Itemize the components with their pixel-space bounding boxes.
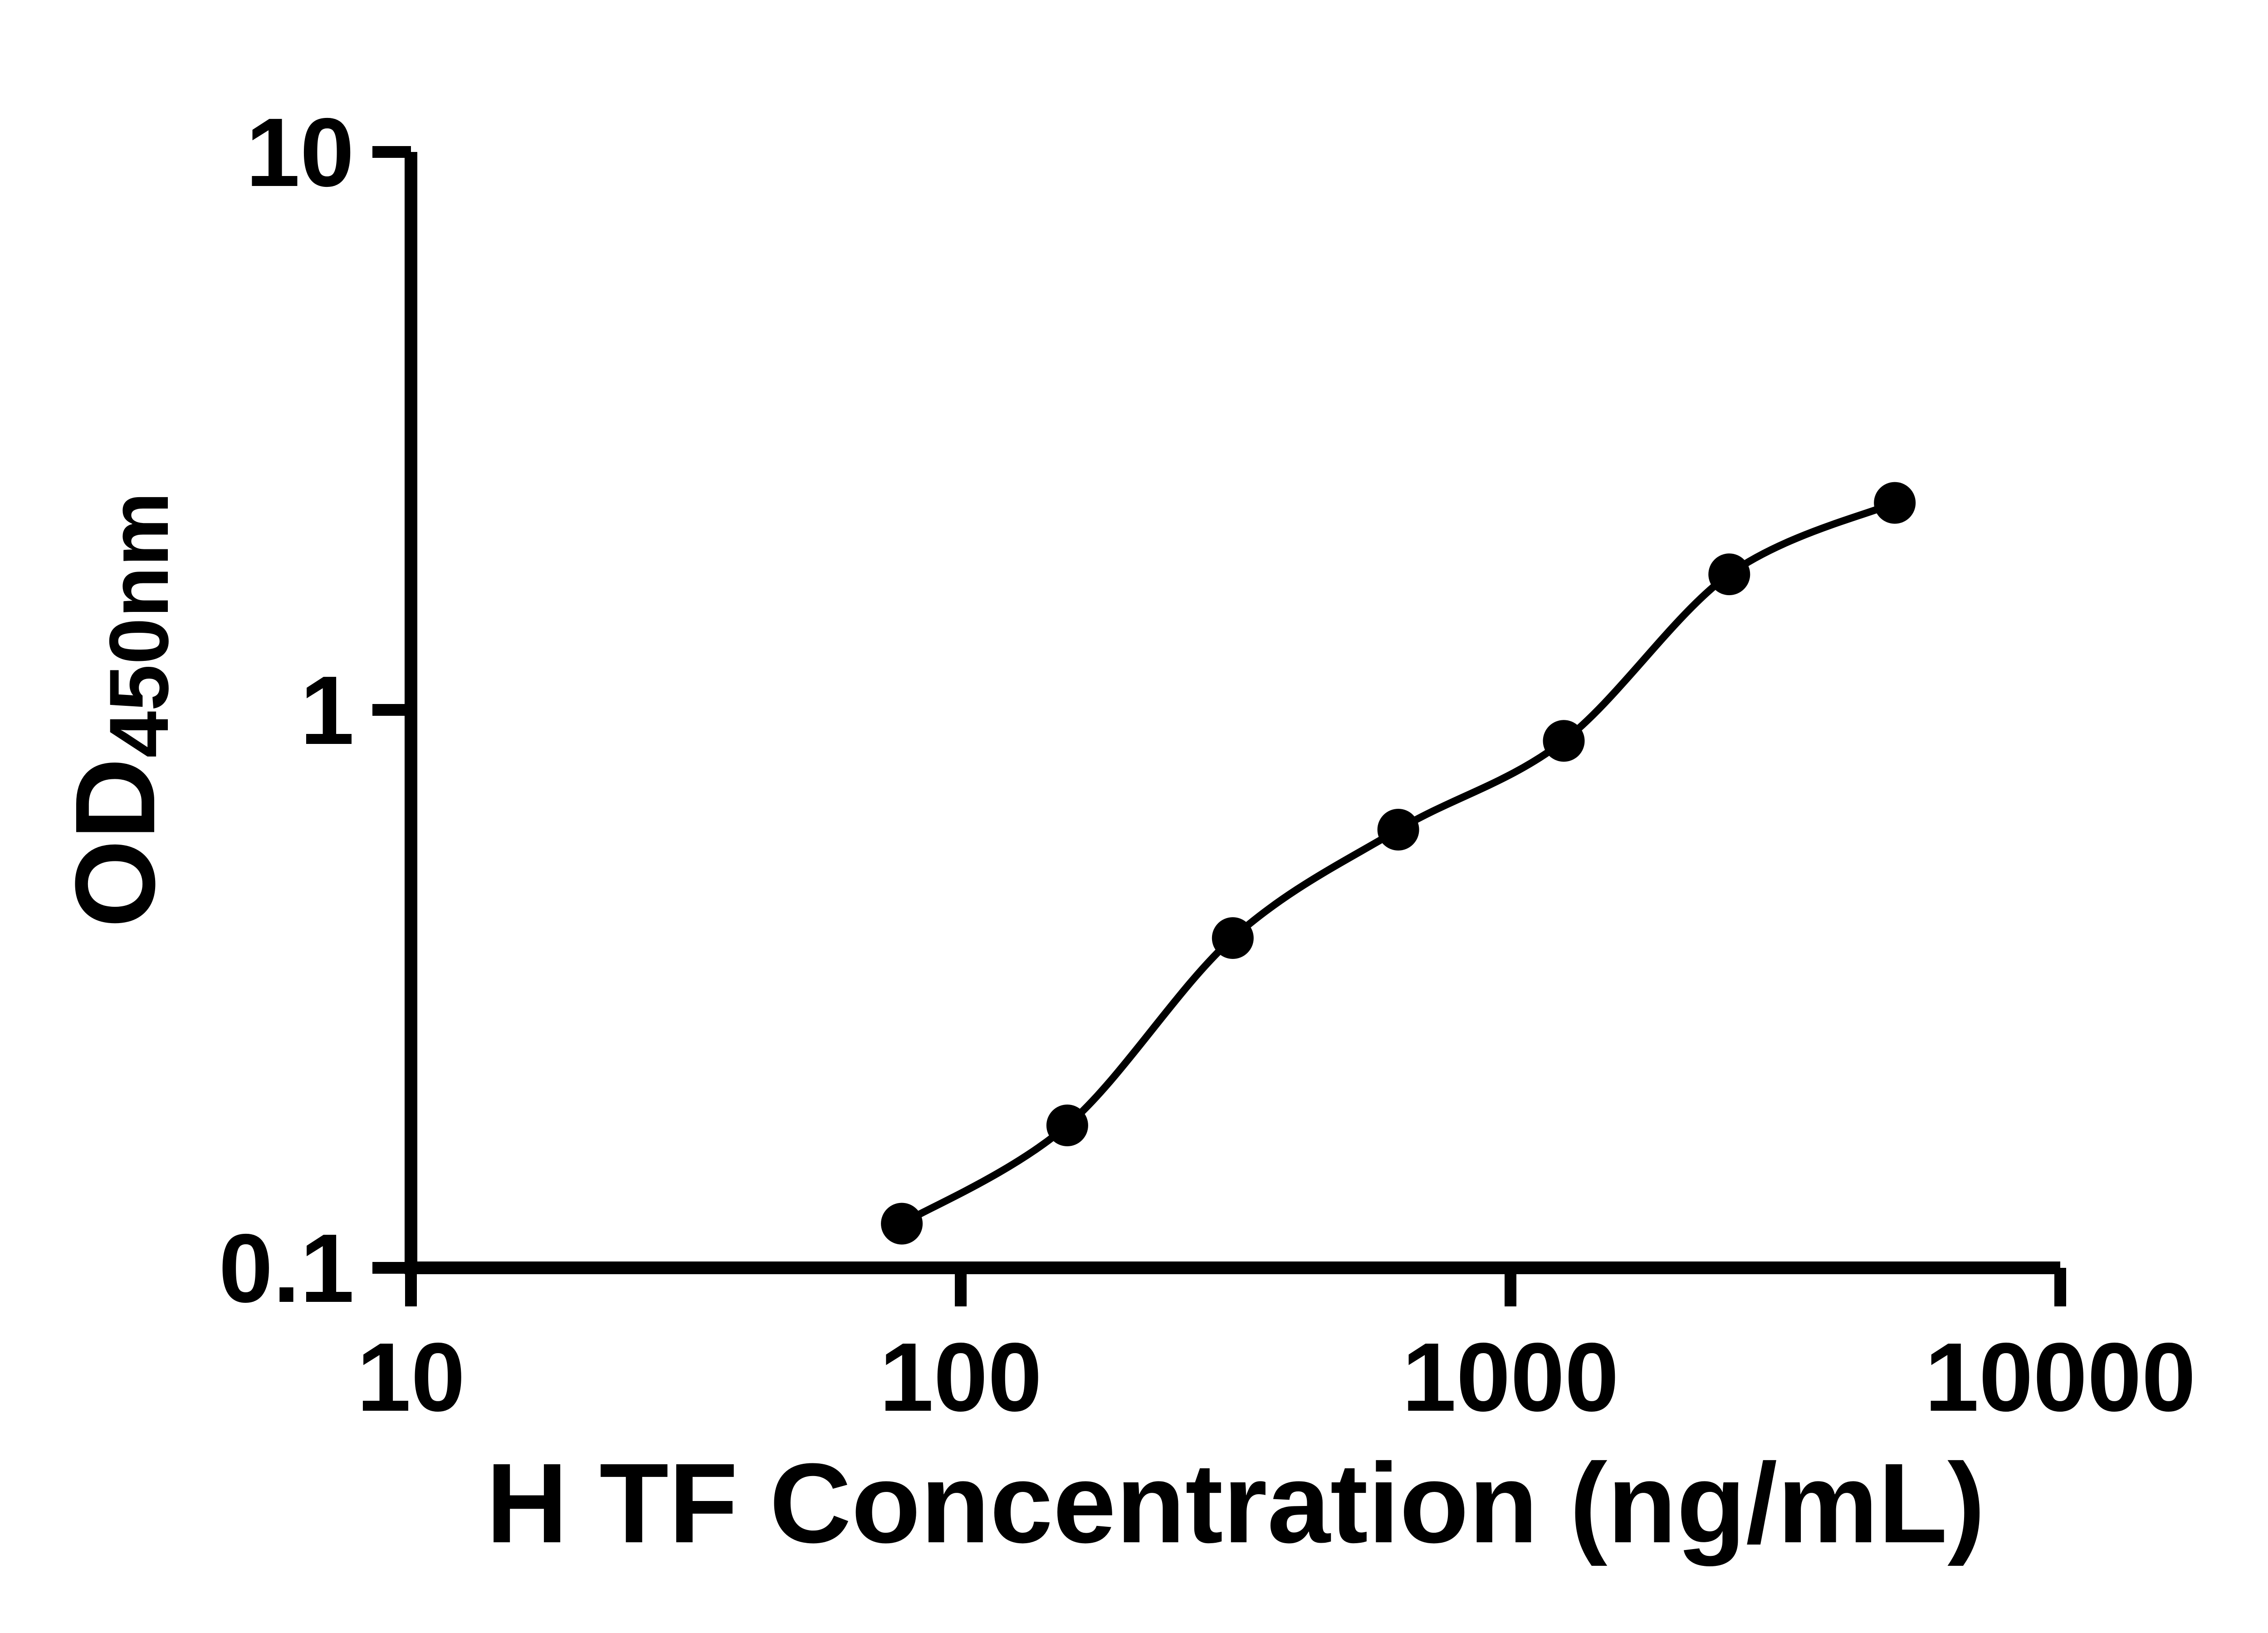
data-point-1: [1046, 1105, 1088, 1146]
y-tick-label: 0.1: [219, 1213, 354, 1323]
plot-group: [881, 482, 1916, 1245]
data-point-6: [1874, 482, 1916, 524]
data-point-2: [1212, 917, 1254, 959]
data-point-5: [1708, 553, 1750, 596]
axes-group: 10 100 1000 10000 0.1 1 10: [219, 98, 2196, 1432]
y-tick-label: 1: [300, 655, 354, 765]
data-point-3: [1377, 809, 1419, 851]
x-tick-label: 10000: [1925, 1322, 2196, 1432]
data-point-0: [881, 1203, 923, 1245]
x-tick-label: 100: [880, 1322, 1042, 1432]
y-axis-title: OD450nm: [52, 492, 186, 928]
x-tick-label: 1000: [1402, 1322, 1619, 1432]
x-tick-label: 10: [357, 1322, 465, 1432]
y-axis-title-subscript: 450nm: [93, 492, 186, 758]
data-point-4: [1543, 720, 1585, 762]
y-axis-title-main: OD: [52, 758, 178, 928]
x-axis-title: H TF Concentration (ng/mL): [486, 1440, 1985, 1566]
y-tick-label: 10: [246, 98, 354, 207]
